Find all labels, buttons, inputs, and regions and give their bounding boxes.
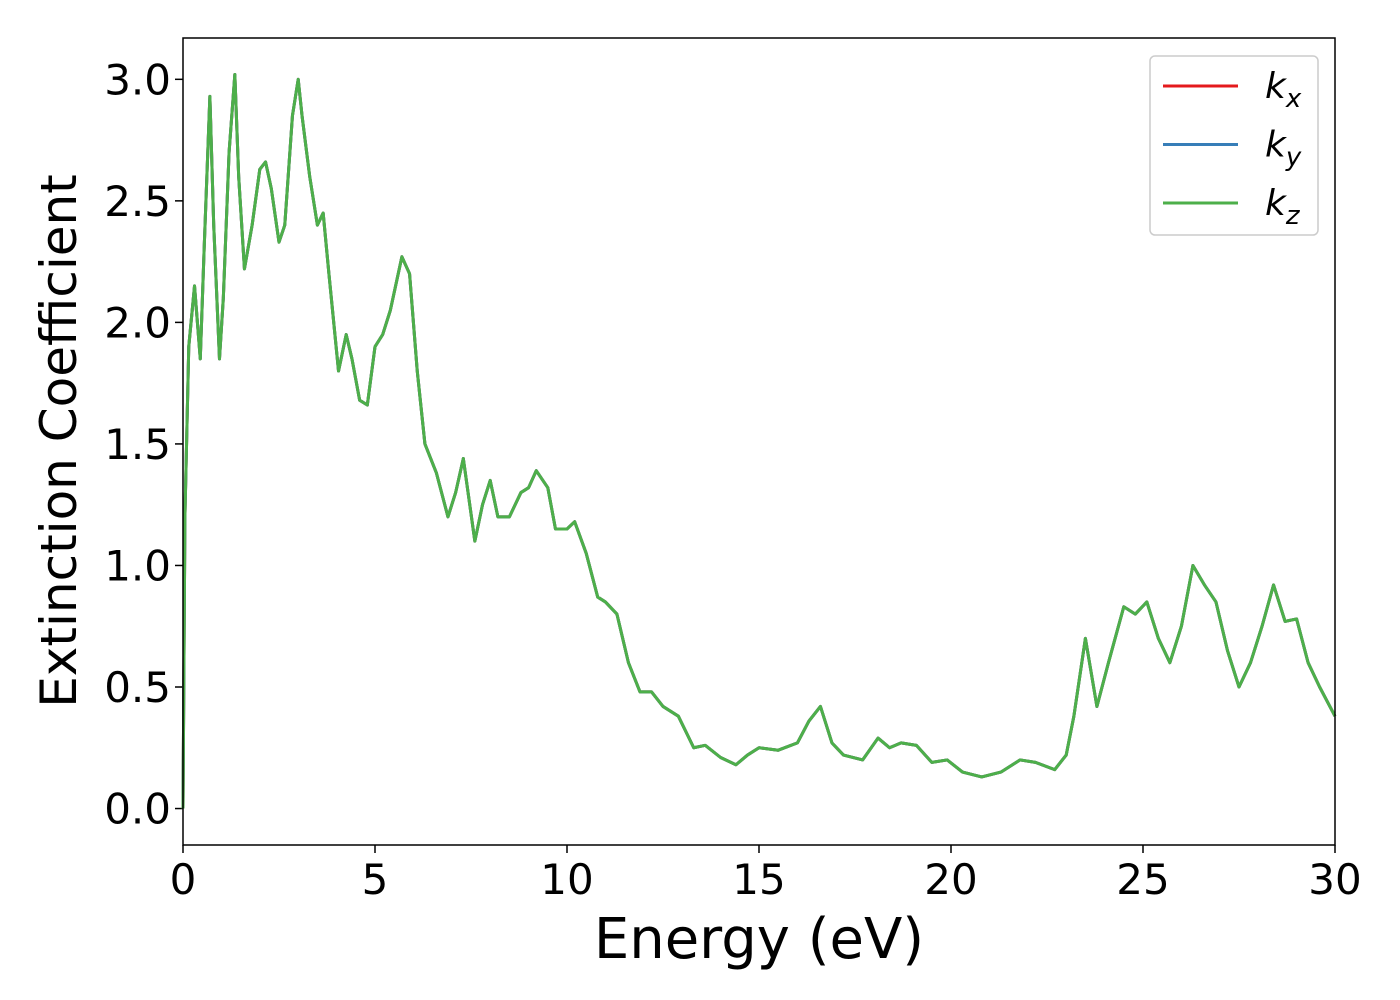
y-tick-label: 0.5 [104,663,171,712]
plot-frame [182,37,1336,846]
legend-label: ky [1265,125,1302,173]
legend-label: kx [1265,66,1302,114]
y-axis-label: Extinction Coefficient [30,174,88,708]
series-line [181,72,1337,809]
x-tick-label: 20 [924,855,977,904]
x-tick-label: 5 [362,855,389,904]
y-tick-label: 3.0 [104,55,171,104]
y-tick-label: 2.5 [104,177,171,226]
y-tick-label: 2.0 [104,298,171,347]
x-tick-label: 0 [170,855,197,904]
legend-label: kz [1265,183,1301,231]
x-tick-label: 25 [1116,855,1169,904]
x-tick-label: 10 [540,855,593,904]
y-tick-label: 1.0 [104,541,171,590]
x-axis-label: Energy (eV) [594,907,924,972]
x-tick-label: 30 [1308,855,1361,904]
y-tick-label: 1.5 [104,420,171,469]
x-tick-label: 15 [732,855,785,904]
y-tick-label: 0.0 [104,785,171,834]
